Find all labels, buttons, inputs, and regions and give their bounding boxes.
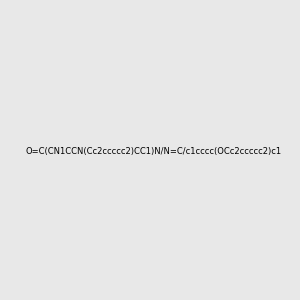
Text: O=C(CN1CCN(Cc2ccccc2)CC1)N/N=C/c1cccc(OCc2ccccc2)c1: O=C(CN1CCN(Cc2ccccc2)CC1)N/N=C/c1cccc(OC… [26, 147, 282, 156]
